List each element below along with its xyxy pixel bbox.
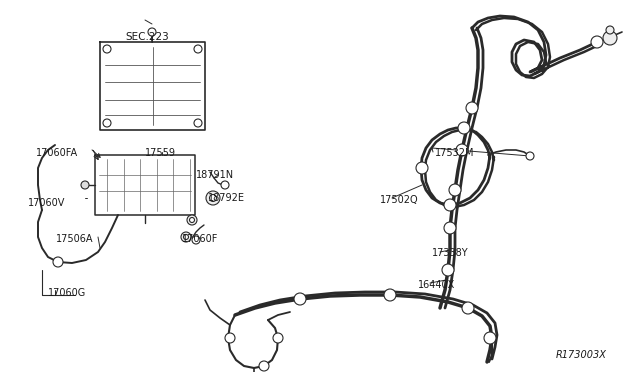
Circle shape bbox=[462, 302, 474, 314]
Text: 17060V: 17060V bbox=[28, 198, 65, 208]
Circle shape bbox=[259, 361, 269, 371]
Circle shape bbox=[81, 181, 89, 189]
Text: 17060F: 17060F bbox=[182, 234, 218, 244]
Circle shape bbox=[444, 222, 456, 234]
Circle shape bbox=[484, 332, 496, 344]
Text: 17532M: 17532M bbox=[435, 148, 474, 158]
Circle shape bbox=[189, 218, 195, 222]
Circle shape bbox=[449, 184, 461, 196]
Text: 17060FA: 17060FA bbox=[36, 148, 78, 158]
Circle shape bbox=[192, 236, 200, 244]
Text: 16440X: 16440X bbox=[418, 280, 455, 290]
Circle shape bbox=[444, 199, 456, 211]
Circle shape bbox=[466, 102, 478, 114]
Circle shape bbox=[606, 26, 614, 34]
Circle shape bbox=[221, 181, 229, 189]
Circle shape bbox=[181, 232, 191, 242]
Circle shape bbox=[148, 28, 156, 36]
Circle shape bbox=[206, 191, 220, 205]
Text: 17338Y: 17338Y bbox=[432, 248, 468, 258]
Text: 17506A: 17506A bbox=[56, 234, 93, 244]
Text: SEC.223: SEC.223 bbox=[125, 32, 169, 42]
Text: 18792E: 18792E bbox=[208, 193, 245, 203]
Circle shape bbox=[416, 162, 428, 174]
Circle shape bbox=[194, 119, 202, 127]
Circle shape bbox=[225, 333, 235, 343]
Text: 17502Q: 17502Q bbox=[380, 195, 419, 205]
Circle shape bbox=[294, 293, 306, 305]
Text: 17559: 17559 bbox=[145, 148, 176, 158]
Circle shape bbox=[456, 144, 468, 156]
Text: R173003X: R173003X bbox=[556, 350, 607, 360]
Circle shape bbox=[187, 215, 197, 225]
Circle shape bbox=[184, 234, 189, 240]
Circle shape bbox=[209, 195, 216, 202]
Circle shape bbox=[194, 45, 202, 53]
Circle shape bbox=[603, 31, 617, 45]
Circle shape bbox=[103, 119, 111, 127]
Text: 18791N: 18791N bbox=[196, 170, 234, 180]
Circle shape bbox=[442, 264, 454, 276]
Circle shape bbox=[273, 333, 283, 343]
Circle shape bbox=[384, 289, 396, 301]
Text: 17060G: 17060G bbox=[48, 288, 86, 298]
Circle shape bbox=[53, 257, 63, 267]
Circle shape bbox=[526, 152, 534, 160]
Circle shape bbox=[458, 122, 470, 134]
Circle shape bbox=[103, 45, 111, 53]
Circle shape bbox=[591, 36, 603, 48]
